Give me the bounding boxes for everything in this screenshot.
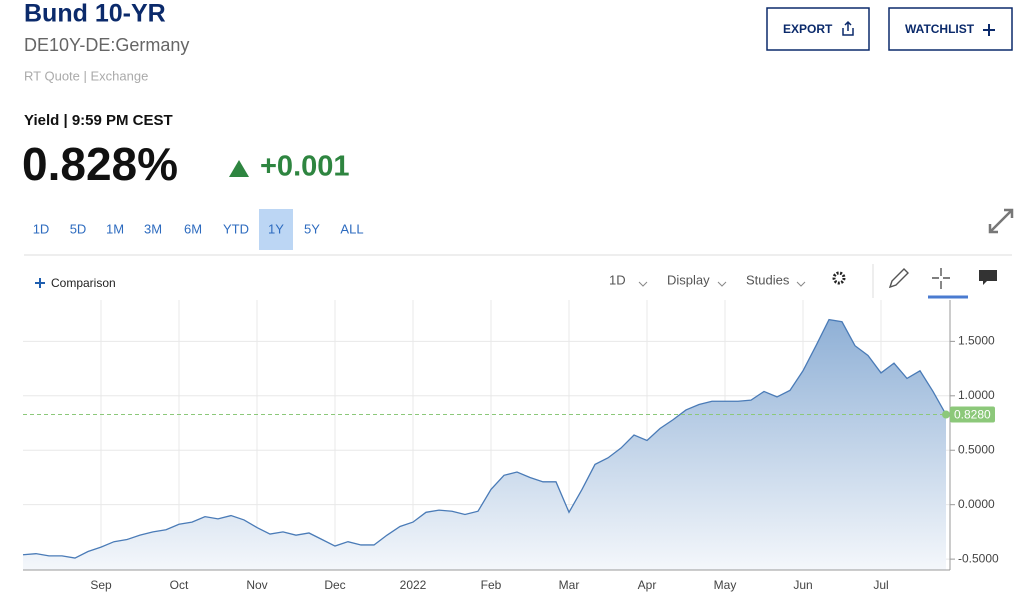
chevron (717, 281, 727, 287)
export-button[interactable] (766, 7, 870, 51)
range-tab[interactable]: 5D (70, 221, 87, 236)
last-price-box (950, 406, 995, 423)
x-tick-label: Jul (873, 578, 888, 592)
plus-icon (983, 24, 995, 36)
y-tick-label: 1.5000 (958, 334, 995, 348)
y-tick-label: 0.5000 (958, 442, 995, 456)
export-icon (842, 20, 854, 36)
range-tab[interactable]: YTD (223, 221, 249, 236)
range-tab[interactable]: 5Y (304, 221, 320, 236)
last-price-label: 0.8280 (954, 408, 991, 422)
line (22, 318, 947, 559)
export-label: EXPORT (783, 22, 833, 36)
chart: Sep Oct Nov Dec 2022 Feb Mar Apr May Jun Jul -0.500… (22, 300, 999, 592)
subtitle: DE10Y-DE:Germany (24, 35, 189, 55)
title: Bund 10-YR (24, 0, 166, 28)
display[interactable]: Display (667, 272, 710, 287)
quote-source: RT Quote | Exchange (24, 68, 148, 83)
draw-icon[interactable] (888, 268, 909, 289)
x-tick-label: Nov (246, 578, 267, 592)
quote-label: Yield | 9:59 PM CEST (24, 112, 173, 129)
area (23, 319, 946, 570)
x-tick-label: Jun (793, 578, 812, 592)
range-tab[interactable]: 1D (33, 221, 50, 236)
crosshair-icon[interactable] (932, 268, 950, 289)
comparison[interactable]: Comparison (51, 276, 116, 290)
last-point (942, 410, 950, 419)
chevron (796, 281, 806, 287)
chevron (638, 281, 648, 287)
studies[interactable]: Studies (746, 272, 790, 287)
up-arrow (229, 160, 249, 177)
range-tabs: 1D 5D 1M 3M 6M YTD 1Y 5Y ALL (33, 209, 364, 250)
expand-icon[interactable] (988, 208, 1014, 234)
x-tick-label: Feb (481, 578, 502, 592)
range-tab[interactable]: ALL (340, 221, 363, 236)
plus-icon (35, 278, 45, 288)
range-tab[interactable]: 6M (184, 221, 202, 236)
selected-range (259, 209, 293, 250)
x-tick-label: Oct (170, 578, 189, 592)
x-tick-label: Apr (638, 578, 657, 592)
quote-value: 0.828% (22, 138, 178, 190)
y-tick-label: 1.0000 (958, 388, 995, 402)
range-tab[interactable]: 1Y (268, 221, 284, 236)
y-tick-label: 0.0000 (958, 497, 995, 511)
x-tick-label: May (714, 578, 737, 592)
x-tick-label: Mar (559, 578, 580, 592)
watchlist-label: WATCHLIST (905, 22, 975, 36)
interval[interactable]: 1D (609, 272, 626, 287)
quote-change: +0.001 (260, 151, 350, 183)
x-tick-label: 2022 (400, 578, 427, 592)
settings-icon[interactable] (832, 271, 846, 285)
range-tab[interactable]: 3M (144, 221, 162, 236)
x-tick-label: Dec (324, 578, 345, 592)
x-tick-label: Sep (90, 578, 112, 592)
comment-icon[interactable] (979, 270, 997, 285)
range-tab[interactable]: 1M (106, 221, 124, 236)
y-tick-label: -0.5000 (958, 551, 999, 565)
